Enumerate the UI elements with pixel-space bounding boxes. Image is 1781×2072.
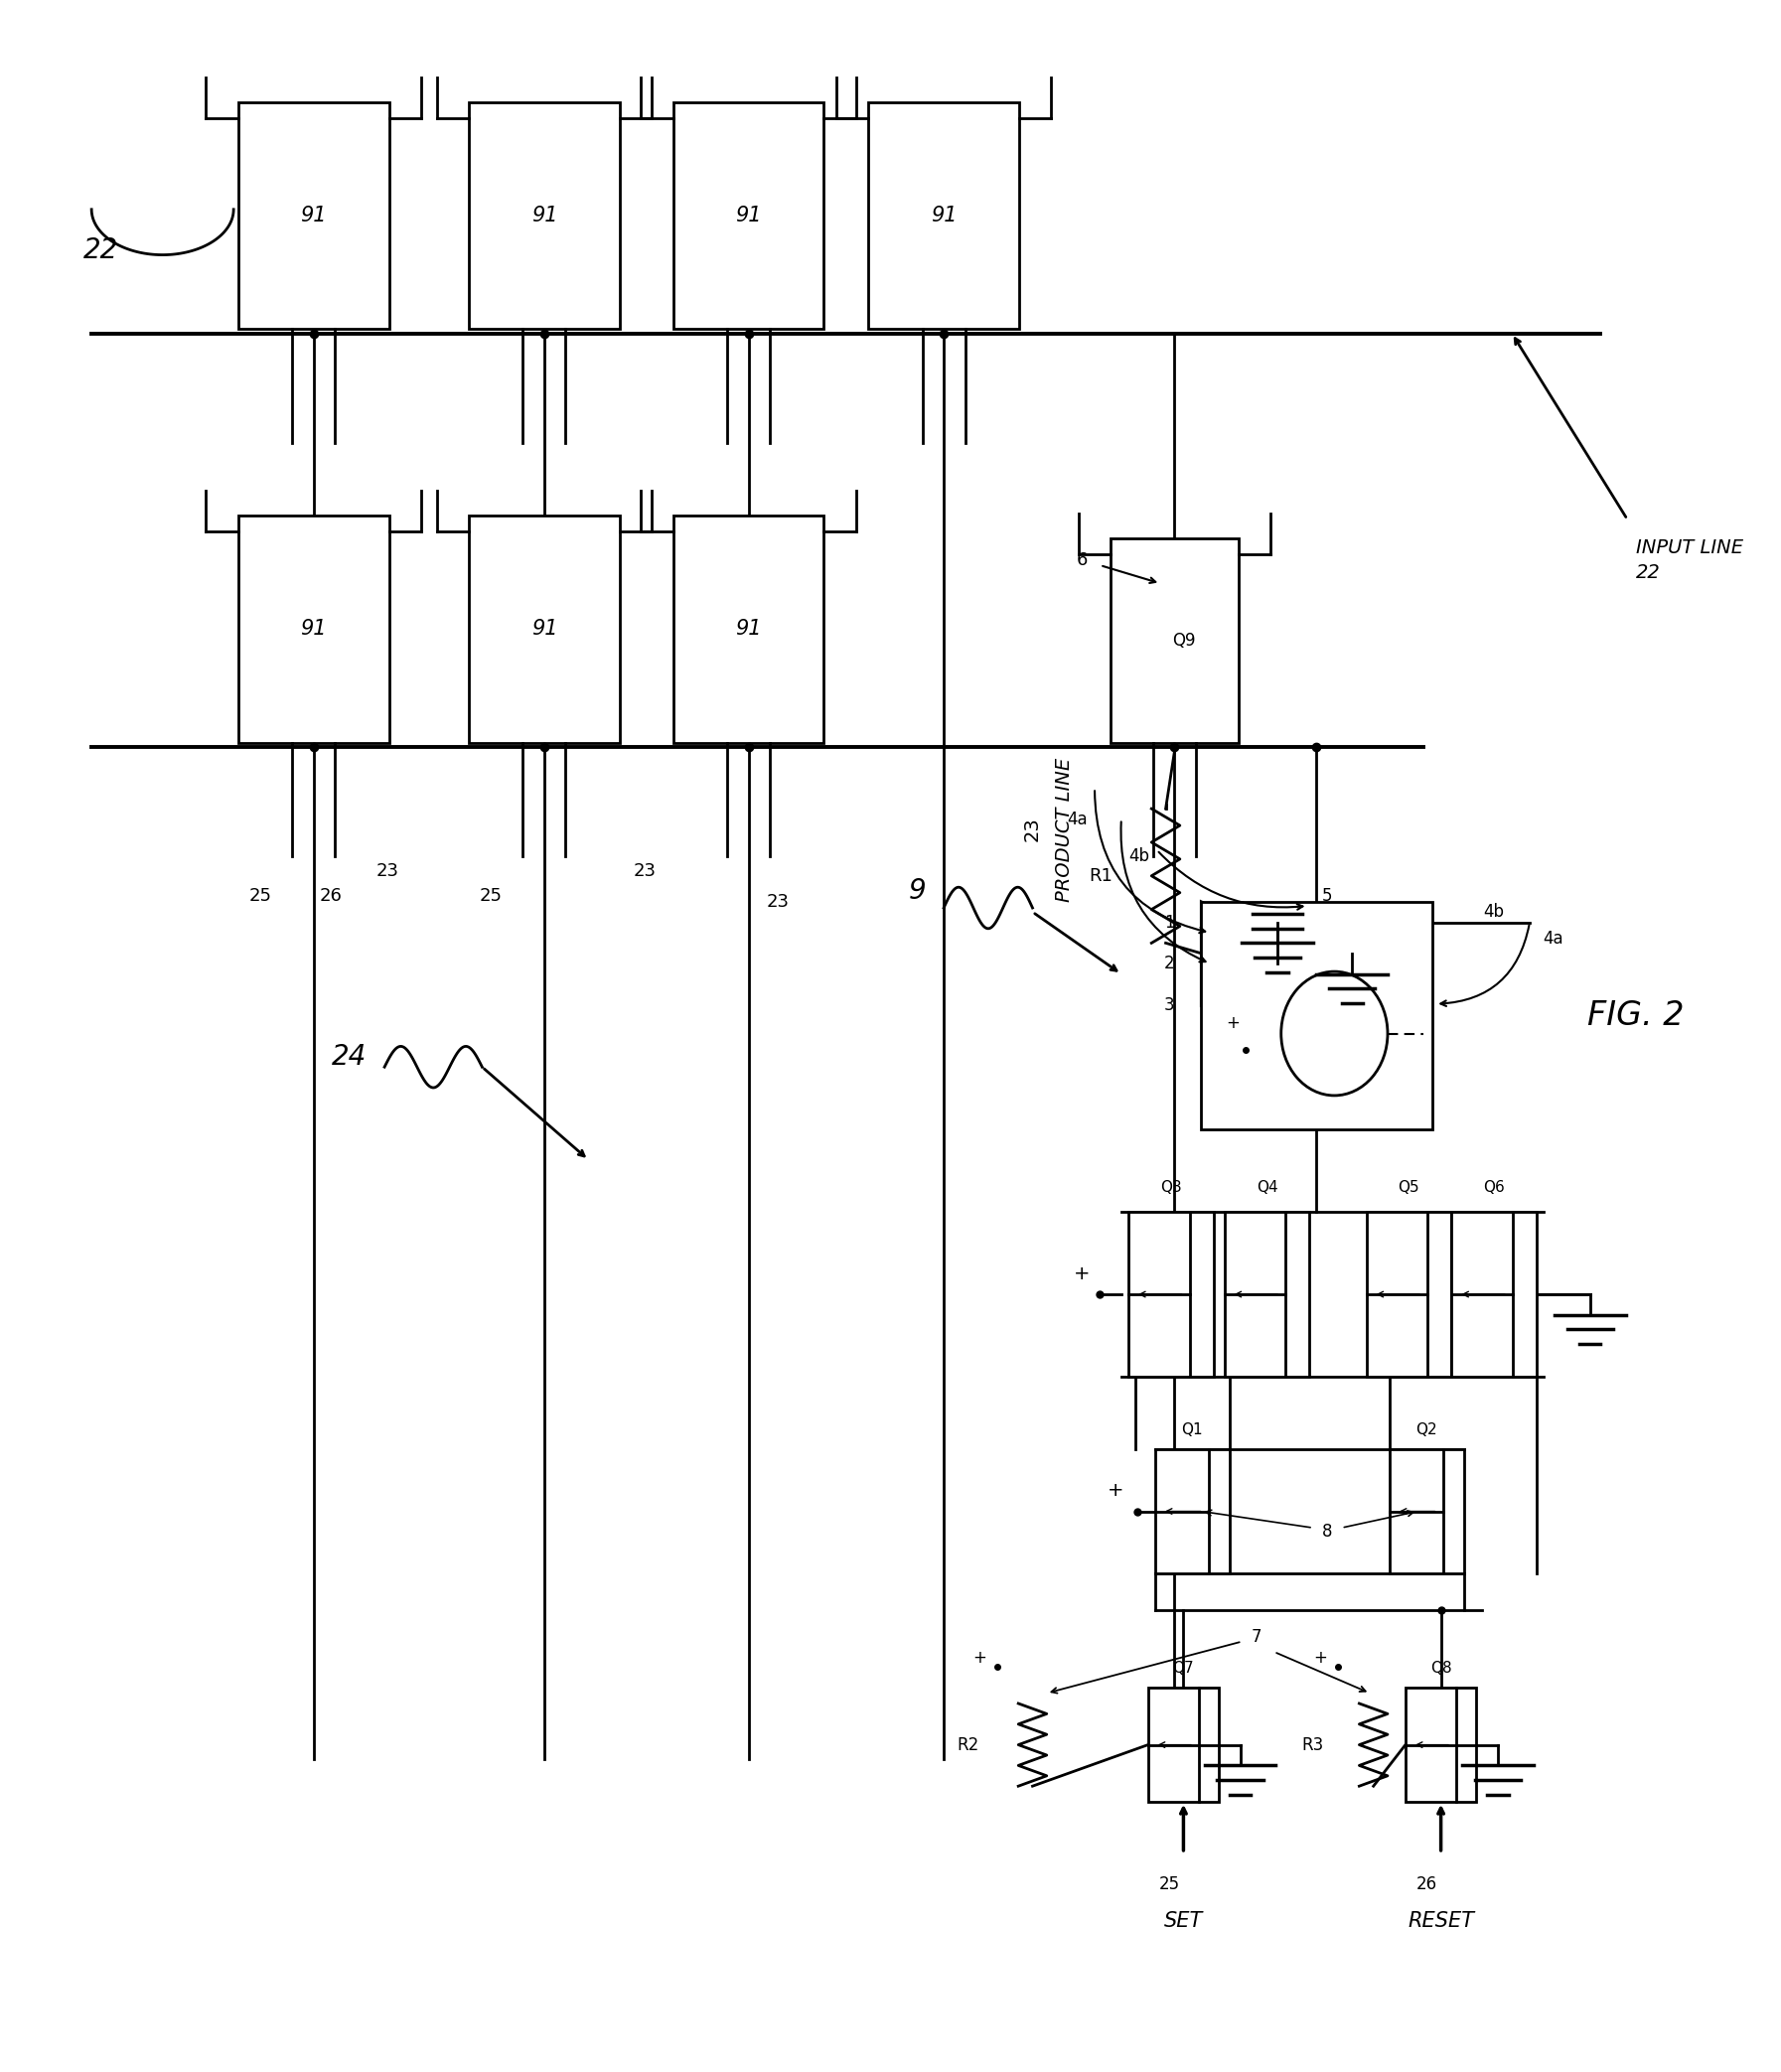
Text: 25: 25 (1159, 1875, 1179, 1894)
Bar (1452, 1212, 1537, 1378)
Text: 91: 91 (301, 205, 326, 226)
Bar (673, 102, 825, 329)
Text: Q1: Q1 (1181, 1421, 1204, 1436)
Text: SET: SET (1165, 1912, 1202, 1931)
Text: U1: U1 (1322, 924, 1345, 941)
Text: 4b: 4b (1129, 847, 1149, 866)
Text: +: + (1313, 1649, 1327, 1668)
Bar (1110, 539, 1240, 742)
Text: +: + (1108, 1481, 1124, 1500)
Text: 23: 23 (632, 862, 655, 881)
Text: R3: R3 (1302, 1736, 1323, 1753)
Text: Q5: Q5 (1398, 1181, 1419, 1196)
Text: 91: 91 (531, 620, 557, 638)
Text: INPUT LINE
22: INPUT LINE 22 (1637, 539, 1744, 582)
Text: 23: 23 (376, 862, 399, 881)
Text: +: + (972, 1649, 987, 1668)
Text: 1: 1 (1165, 914, 1175, 930)
Text: 24: 24 (331, 1042, 367, 1071)
Text: 91: 91 (301, 620, 326, 638)
Text: FIG. 2: FIG. 2 (1589, 999, 1685, 1032)
Text: 91: 91 (531, 205, 557, 226)
Text: 26: 26 (1416, 1875, 1437, 1894)
Text: 91: 91 (736, 205, 762, 226)
Text: 23: 23 (1022, 816, 1042, 841)
Text: 22: 22 (84, 236, 118, 265)
Text: PRODUCT LINE: PRODUCT LINE (1054, 756, 1074, 901)
Text: 4a: 4a (1067, 810, 1086, 829)
Text: 25: 25 (249, 887, 272, 903)
Bar (673, 516, 825, 742)
Text: 3: 3 (1165, 997, 1175, 1013)
Bar (1389, 1448, 1464, 1573)
Text: +: + (1074, 1264, 1090, 1283)
Text: 91: 91 (931, 205, 956, 226)
Text: Q4: Q4 (1256, 1181, 1277, 1196)
Text: 23: 23 (766, 893, 789, 910)
Bar (1129, 1212, 1213, 1378)
Bar (1156, 1448, 1229, 1573)
Text: 25: 25 (479, 887, 502, 903)
Text: Q6: Q6 (1484, 1181, 1505, 1196)
Text: Q9: Q9 (1172, 632, 1195, 649)
Bar (239, 102, 388, 329)
Text: 4b: 4b (1484, 903, 1505, 920)
Text: Q2: Q2 (1416, 1421, 1437, 1436)
Text: 2: 2 (1165, 955, 1175, 972)
Bar (1224, 1212, 1309, 1378)
Text: 4a: 4a (1542, 930, 1564, 947)
Bar (869, 102, 1019, 329)
Bar (468, 516, 620, 742)
Text: 7: 7 (1250, 1629, 1261, 1647)
Text: 91: 91 (736, 620, 762, 638)
Text: RESET: RESET (1407, 1912, 1475, 1931)
Text: Q8: Q8 (1430, 1660, 1452, 1676)
Bar (1405, 1689, 1476, 1803)
Text: 8: 8 (1322, 1523, 1332, 1542)
Text: Q7: Q7 (1172, 1660, 1195, 1676)
Text: R2: R2 (956, 1736, 980, 1753)
Bar (1200, 901, 1432, 1129)
Text: R1: R1 (1088, 866, 1113, 885)
Text: 5: 5 (1322, 887, 1332, 903)
Polygon shape (1200, 901, 1307, 1005)
Bar (1366, 1212, 1452, 1378)
Text: 26: 26 (321, 887, 342, 903)
Bar (1149, 1689, 1218, 1803)
Text: 9: 9 (908, 876, 926, 905)
Text: 6: 6 (1076, 551, 1088, 570)
Text: Q3: Q3 (1159, 1181, 1183, 1196)
Bar (468, 102, 620, 329)
Bar (239, 516, 388, 742)
Text: +: + (1227, 1015, 1240, 1032)
